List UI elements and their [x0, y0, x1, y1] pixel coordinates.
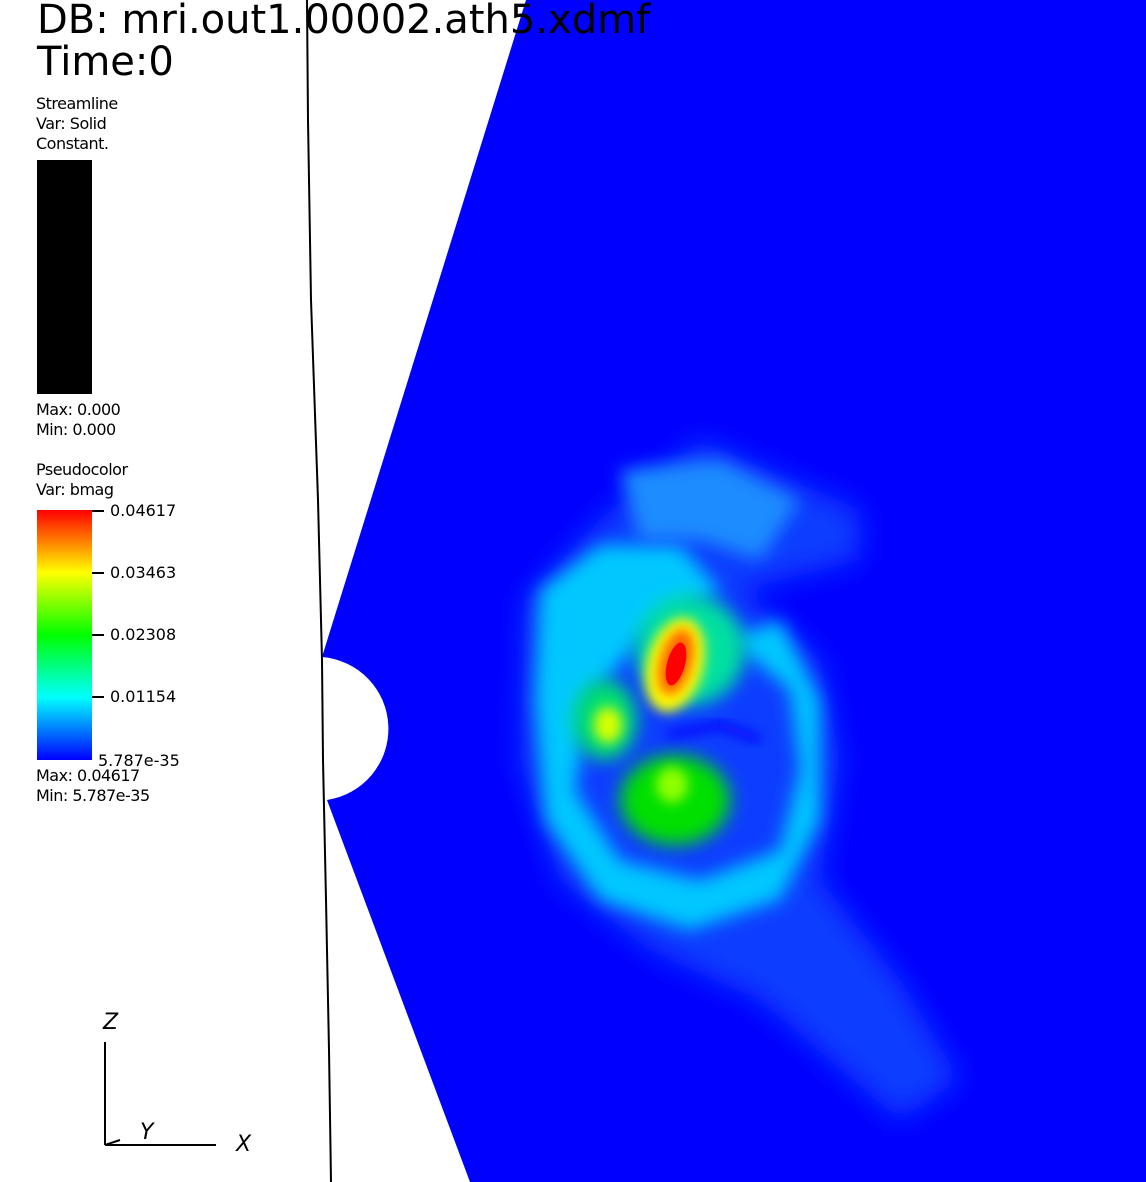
colorbar-tick-label: 0.02308 — [110, 625, 177, 644]
colorbar-tick-mark — [92, 696, 104, 698]
pseudocolor-color-bar — [37, 510, 92, 760]
streamline-legend-mode: Constant. — [36, 134, 109, 153]
colorbar-tick-label: 0.03463 — [110, 563, 177, 582]
pseudocolor-legend-var: Var: bmag — [36, 480, 114, 499]
colorbar-tick-label: 0.04617 — [110, 501, 177, 520]
z-axis-label: Z — [103, 1010, 119, 1035]
colorbar-tick-mark — [92, 572, 104, 574]
streamline-legend-max: Max: 0.000 — [36, 400, 121, 419]
colorbar-tick-label: 0.01154 — [110, 687, 177, 706]
axis-triad — [104, 1042, 216, 1146]
y-axis-label: Y — [140, 1120, 154, 1145]
time-label: Time:0 — [37, 39, 174, 85]
streamline-legend-title: Streamline — [36, 94, 118, 113]
streamline — [306, 0, 332, 1182]
colorbar-tick-mark — [92, 634, 104, 636]
streamline-legend-var: Var: Solid — [36, 114, 107, 133]
streamline-color-bar — [37, 160, 92, 394]
bmag-field — [322, 0, 1146, 1182]
colorbar-tick-label: 5.787e-35 — [98, 751, 180, 770]
database-label: DB: mri.out1.00002.ath5.xdmf — [37, 0, 651, 43]
pseudocolor-legend-title: Pseudocolor — [36, 460, 128, 479]
pseudocolor-legend-min: Min: 5.787e-35 — [36, 786, 150, 805]
x-axis-label: X — [236, 1132, 252, 1157]
pseudocolor-legend-max: Max: 0.04617 — [36, 766, 140, 785]
y-axis-line — [104, 1139, 121, 1146]
streamline-legend-min: Min: 0.000 — [36, 420, 116, 439]
colorbar-tick-mark — [92, 510, 104, 512]
